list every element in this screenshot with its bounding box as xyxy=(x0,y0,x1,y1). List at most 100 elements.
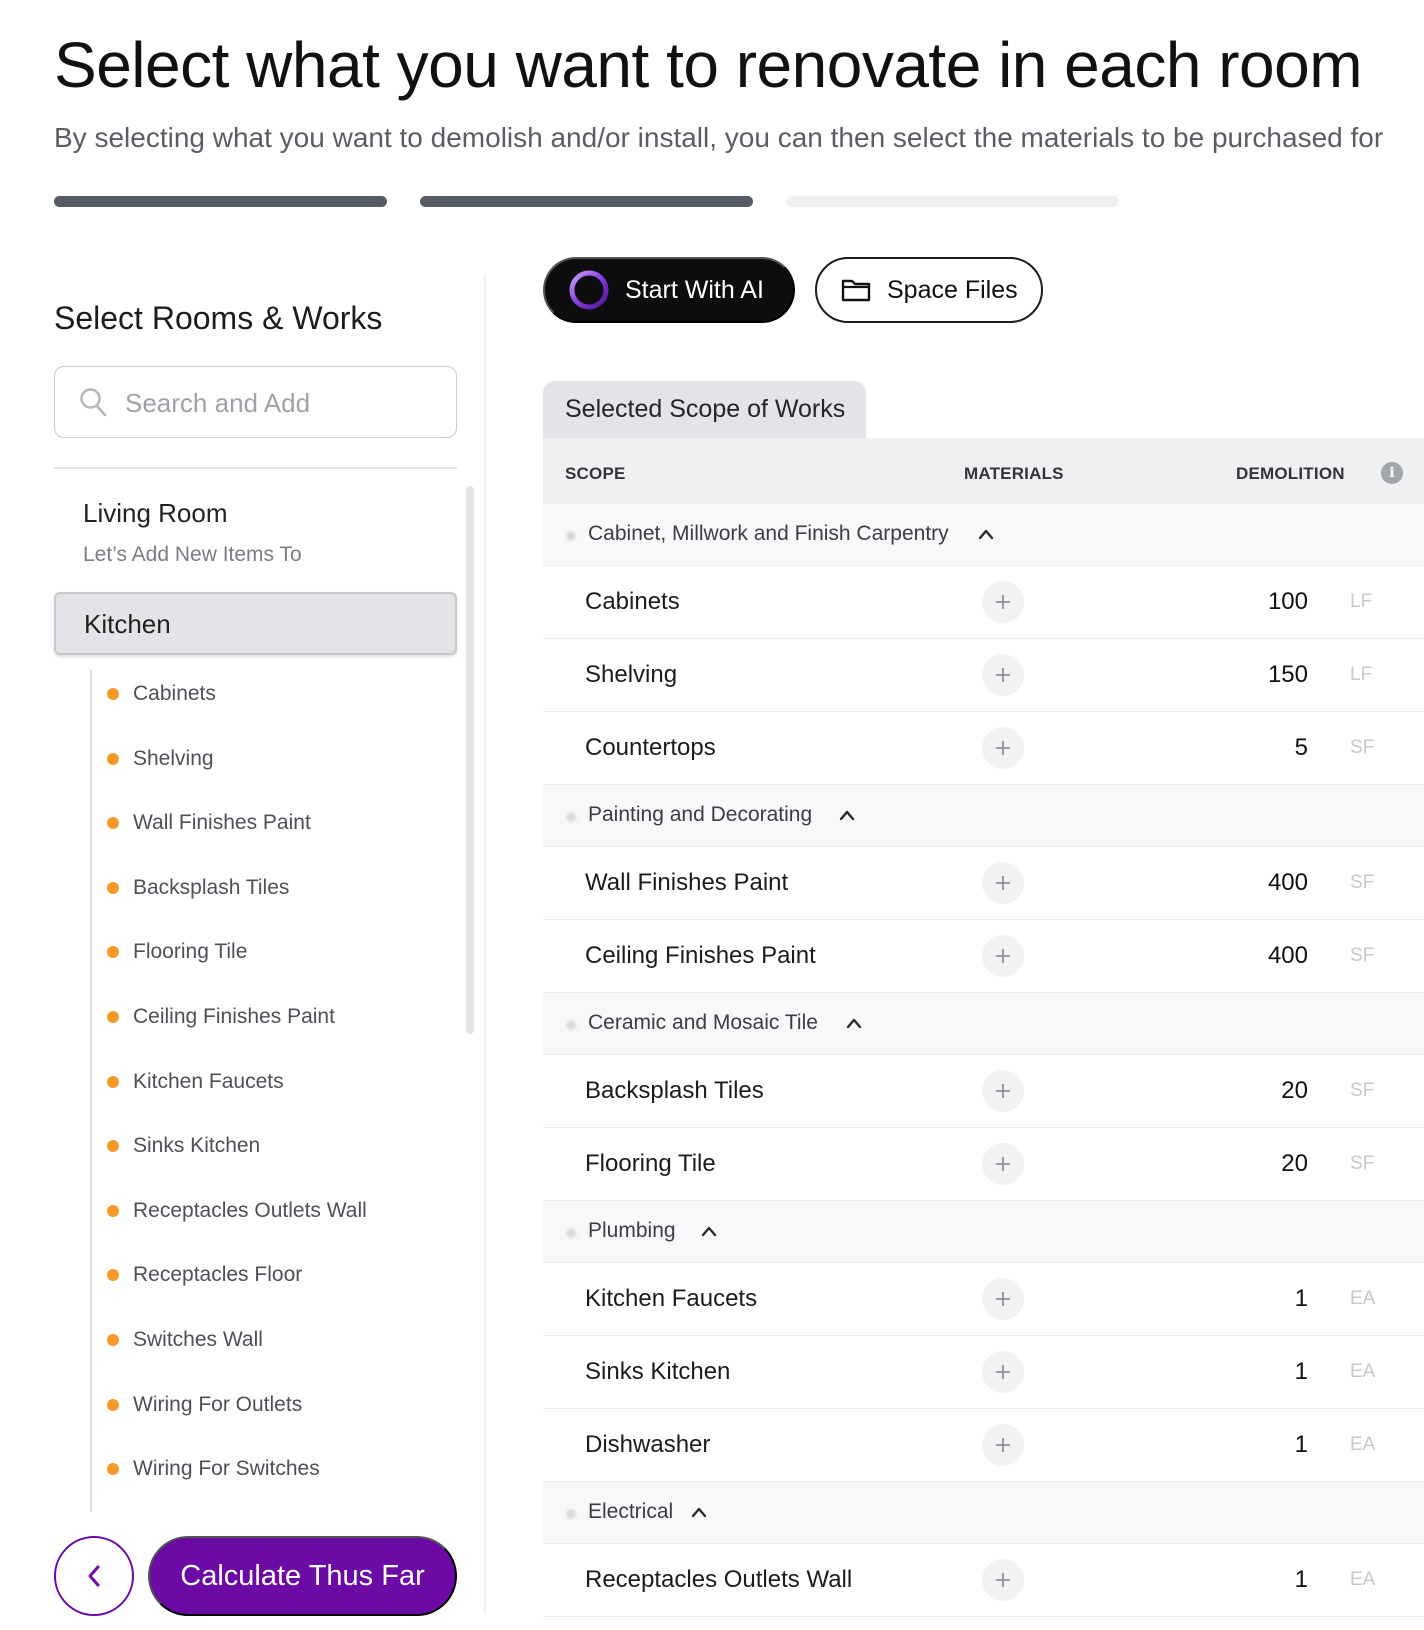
work-item[interactable]: Sinks Kitchen xyxy=(107,1131,260,1161)
work-item-label: Ceiling Finishes Paint xyxy=(133,1005,335,1028)
add-material-button[interactable] xyxy=(982,1424,1024,1466)
plus-icon xyxy=(996,1084,1010,1098)
status-dot xyxy=(107,1076,119,1088)
plus-icon xyxy=(996,1157,1010,1171)
room-subtitle: Let’s Add New Items To xyxy=(83,543,302,566)
table-row: Cabinets 100 LF xyxy=(543,566,1424,639)
chevron-up-icon[interactable] xyxy=(690,1505,708,1519)
work-item[interactable]: Kitchen Faucets xyxy=(107,1067,284,1097)
table-row: Ceiling Finishes Paint 400 SF xyxy=(543,920,1424,993)
table-row: Flooring Tile 20 SF xyxy=(543,1128,1424,1201)
table-body: Cabinet, Millwork and Finish Carpentry Ca… xyxy=(543,504,1424,1617)
group-dot xyxy=(565,811,577,823)
plus-icon xyxy=(996,1573,1010,1587)
demolition-quantity: 1 xyxy=(1294,1285,1308,1312)
add-material-button[interactable] xyxy=(982,1278,1024,1320)
room-name: Kitchen xyxy=(84,609,171,639)
back-button[interactable] xyxy=(54,1536,134,1616)
scope-item-name: Receptacles Outlets Wall xyxy=(585,1566,853,1593)
add-material-button[interactable] xyxy=(982,862,1024,904)
sidebar-divider xyxy=(484,274,486,1614)
work-item[interactable]: Shelving xyxy=(107,744,214,774)
group-row[interactable]: Ceramic and Mosaic Tile xyxy=(543,993,1424,1055)
room-kitchen[interactable]: Kitchen xyxy=(54,592,457,655)
work-item[interactable]: Wiring For Switches xyxy=(107,1454,320,1484)
sidebar-scrollbar[interactable] xyxy=(466,486,474,1034)
scope-item-name: Flooring Tile xyxy=(585,1150,716,1177)
work-item[interactable]: Backsplash Tiles xyxy=(107,873,289,903)
add-material-button[interactable] xyxy=(982,935,1024,977)
add-material-button[interactable] xyxy=(982,654,1024,696)
add-material-button[interactable] xyxy=(982,1559,1024,1601)
space-files-button[interactable]: Space Files xyxy=(815,257,1043,323)
work-item-label: Receptacles Floor xyxy=(133,1263,303,1286)
group-name: Painting and Decorating xyxy=(588,803,813,826)
chevron-up-icon[interactable] xyxy=(838,808,856,822)
work-item[interactable]: Cabinets xyxy=(107,679,216,709)
demolition-unit: SF xyxy=(1350,1153,1375,1174)
group-name: Ceramic and Mosaic Tile xyxy=(588,1011,818,1034)
add-material-button[interactable] xyxy=(982,1351,1024,1393)
search-box[interactable] xyxy=(54,366,457,438)
progress-step-3 xyxy=(786,196,1119,207)
plus-icon xyxy=(996,949,1010,963)
work-item[interactable]: Receptacles Outlets Wall xyxy=(107,1196,367,1226)
folder-icon xyxy=(841,279,871,302)
sidebar-title: Select Rooms & Works xyxy=(54,300,383,336)
work-item[interactable]: Flooring Tile xyxy=(107,937,247,967)
plus-icon xyxy=(996,595,1010,609)
work-item[interactable]: Ceiling Finishes Paint xyxy=(107,1002,335,1032)
demolition-unit: SF xyxy=(1350,945,1375,966)
plus-icon xyxy=(996,1292,1010,1306)
work-item-label: Wiring For Outlets xyxy=(133,1393,303,1416)
work-item[interactable]: Wall Finishes Paint xyxy=(107,808,311,838)
table-row: Dishwasher 1 EA xyxy=(543,1409,1424,1482)
demolition-unit: LF xyxy=(1350,664,1373,685)
group-dot xyxy=(565,1227,577,1239)
scope-item-name: Backsplash Tiles xyxy=(585,1077,764,1104)
work-item-label: Receptacles Outlets Wall xyxy=(133,1199,367,1222)
scope-item-name: Kitchen Faucets xyxy=(585,1285,758,1312)
table-row: Backsplash Tiles 20 SF xyxy=(543,1055,1424,1128)
add-material-button[interactable] xyxy=(982,1070,1024,1112)
demolition-unit: EA xyxy=(1350,1288,1376,1309)
work-item[interactable]: Receptacles Floor xyxy=(107,1260,302,1290)
add-material-button[interactable] xyxy=(982,727,1024,769)
work-item-label: Shelving xyxy=(133,747,214,770)
room-living-room[interactable]: Living Room Let’s Add New Items To xyxy=(83,498,302,567)
group-name: Cabinet, Millwork and Finish Carpentry xyxy=(588,522,949,545)
search-input[interactable] xyxy=(125,385,445,421)
calculate-button[interactable]: Calculate Thus Far xyxy=(148,1536,457,1616)
room-name: Living Room xyxy=(83,498,228,528)
scope-item-name: Shelving xyxy=(585,661,678,688)
group-row[interactable]: Cabinet, Millwork and Finish Carpentry xyxy=(543,504,1424,566)
start-with-ai-button[interactable]: Start With AI xyxy=(543,257,795,323)
add-material-button[interactable] xyxy=(982,581,1024,623)
chevron-up-icon[interactable] xyxy=(700,1224,718,1238)
demolition-quantity: 1 xyxy=(1294,1431,1308,1458)
demolition-quantity: 150 xyxy=(1267,661,1308,688)
work-item[interactable]: Switches Wall xyxy=(107,1325,263,1355)
status-dot xyxy=(107,817,119,829)
works-tree-line xyxy=(90,670,92,1512)
chevron-up-icon[interactable] xyxy=(977,527,995,541)
work-item[interactable]: Wiring For Outlets xyxy=(107,1390,302,1420)
demolition-unit: EA xyxy=(1350,1434,1376,1455)
demolition-quantity: 1 xyxy=(1294,1566,1308,1593)
demolition-quantity: 20 xyxy=(1281,1077,1308,1104)
tab-selected-scope[interactable]: Selected Scope of Works xyxy=(543,381,866,439)
group-row[interactable]: Painting and Decorating xyxy=(543,785,1424,847)
demolition-quantity: 100 xyxy=(1267,588,1308,615)
tab-label: Selected Scope of Works xyxy=(565,395,846,423)
page-subtitle: By selecting what you want to demolish a… xyxy=(54,122,1384,153)
status-dot xyxy=(107,1399,119,1411)
demolition-unit: SF xyxy=(1350,737,1375,758)
plus-icon xyxy=(996,741,1010,755)
group-row[interactable]: Plumbing xyxy=(543,1201,1424,1263)
info-icon[interactable]: i xyxy=(1381,462,1403,484)
chevron-up-icon[interactable] xyxy=(845,1016,863,1030)
group-row[interactable]: Electrical xyxy=(543,1482,1424,1544)
status-dot xyxy=(107,946,119,958)
group-name: Electrical xyxy=(588,1500,674,1523)
add-material-button[interactable] xyxy=(982,1143,1024,1185)
